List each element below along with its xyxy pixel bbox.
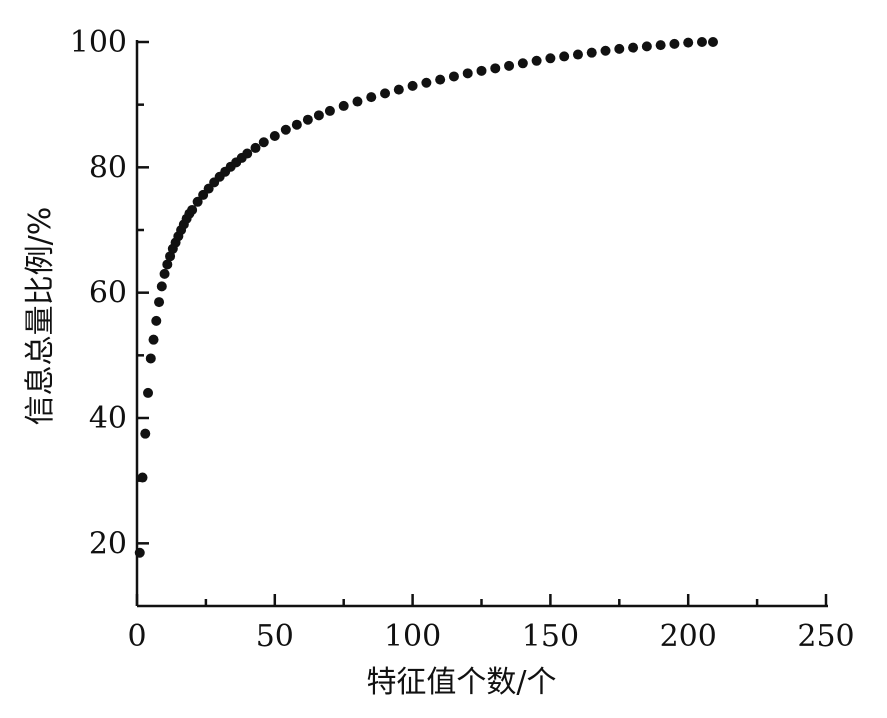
x-axis-title: 特征值个数/个 (366, 665, 556, 700)
data-point (421, 77, 432, 88)
y-tick-label: 40 (89, 401, 127, 436)
x-tick-label: 250 (797, 619, 854, 654)
data-point (269, 131, 280, 141)
data-point (154, 297, 165, 308)
data-point (366, 92, 377, 103)
data-point (490, 63, 501, 74)
data-point (143, 387, 154, 398)
data-point (242, 148, 253, 159)
data-point (313, 110, 324, 121)
data-point (156, 281, 167, 292)
x-tick-label: 200 (660, 619, 717, 654)
data-point (352, 96, 363, 107)
data-point (291, 119, 302, 130)
data-point (504, 60, 515, 71)
data-point (148, 334, 159, 345)
data-point (708, 37, 719, 47)
y-tick-label: 20 (89, 526, 127, 561)
x-tick-label: 50 (256, 619, 294, 654)
data-point (165, 251, 176, 262)
data-point (435, 74, 446, 85)
data-point (140, 428, 151, 439)
y-tick-label: 60 (89, 276, 127, 311)
y-axis-title: 信息总量比例/% (23, 207, 58, 426)
data-point (545, 53, 556, 64)
data-point (258, 137, 269, 148)
data-points (134, 37, 719, 558)
data-point (614, 43, 625, 54)
data-point (137, 472, 148, 483)
data-point (476, 65, 487, 76)
data-point (192, 196, 203, 207)
data-point (600, 45, 611, 56)
data-point (683, 37, 694, 48)
data-point (696, 37, 707, 47)
data-point (324, 105, 335, 116)
data-point (628, 42, 639, 53)
x-tick-label: 150 (522, 619, 579, 654)
data-point (517, 58, 528, 69)
data-point (280, 124, 291, 135)
data-point (407, 80, 418, 91)
data-point (669, 38, 680, 49)
data-point (531, 55, 542, 66)
data-point (338, 100, 349, 111)
data-point (586, 47, 597, 58)
data-point (159, 268, 170, 279)
data-point (302, 114, 313, 125)
data-point (380, 88, 391, 99)
data-point (187, 204, 198, 215)
data-point (448, 71, 459, 82)
data-point (655, 40, 666, 51)
data-point (559, 51, 570, 62)
data-point (250, 142, 261, 153)
data-point (572, 49, 583, 60)
y-tick-label: 100 (70, 25, 127, 60)
data-point (151, 315, 162, 326)
axes: 0 50 100 150 200 250 20 40 60 80 100 (70, 25, 855, 654)
data-point (393, 84, 404, 95)
data-point (134, 547, 145, 558)
data-point (462, 68, 473, 79)
data-point (641, 41, 652, 52)
data-point (162, 259, 173, 270)
x-tick-label: 100 (384, 619, 441, 654)
x-tick-label: 0 (127, 619, 146, 654)
y-tick-label: 80 (89, 150, 127, 185)
data-point (145, 353, 156, 364)
